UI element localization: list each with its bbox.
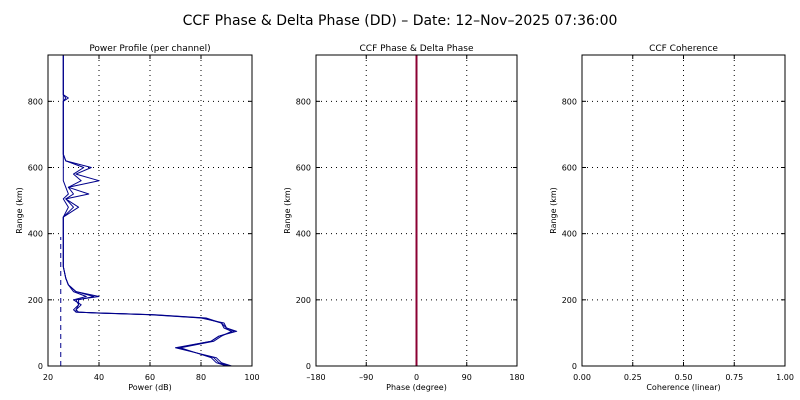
panel-title: CCF Coherence [649, 44, 718, 54]
chart-panel-3: CCF Coherence 0.00 0.25 0.50 0.75 1.00 0 200 400… [549, 44, 794, 392]
panels: Power Profile (per channel) 20 40 60 80 100 0 2… [15, 44, 794, 392]
x-tick-label: –90 [359, 373, 373, 382]
x-tick-label: 0.75 [725, 373, 743, 382]
y-tick-label: 200 [562, 296, 577, 305]
y-tick-label: 400 [562, 230, 577, 239]
y-tick-label: 800 [296, 97, 311, 106]
x-tick-label: 0.50 [675, 373, 693, 382]
x-tick-label: –180 [306, 373, 325, 382]
y-tick-label: 400 [28, 230, 43, 239]
x-axis-label: Power (dB) [128, 383, 172, 392]
x-tick-label: 180 [509, 373, 524, 382]
y-tick-label: 0 [572, 362, 577, 371]
plot-frame [581, 54, 786, 367]
y-tick-label: 0 [306, 362, 311, 371]
x-tick-label: 80 [196, 373, 206, 382]
chart-panel-2: CCF Phase & Delta Phase –180 –90 0 90 180 0 200… [283, 44, 525, 392]
y-axis-label: Range (km) [283, 187, 292, 234]
y-tick-label: 600 [28, 163, 43, 172]
y-tick-label: 200 [296, 296, 311, 305]
panel-title: Power Profile (per channel) [89, 44, 210, 54]
y-tick-label: 200 [28, 296, 43, 305]
y-axis-label: Range (km) [15, 187, 24, 234]
y-axis-label: Range (km) [549, 187, 558, 234]
figure-title: CCF Phase & Delta Phase (DD) – Date: 12–… [183, 13, 618, 29]
x-tick-label: 90 [462, 373, 472, 382]
panel-title: CCF Phase & Delta Phase [360, 44, 474, 54]
y-tick-label: 600 [562, 163, 577, 172]
x-tick-label: 60 [145, 373, 155, 382]
plot-frame [47, 54, 253, 367]
x-tick-label: 40 [94, 373, 104, 382]
x-axis-label: Phase (degree) [386, 383, 447, 392]
y-tick-label: 0 [38, 362, 43, 371]
x-tick-label: 0 [414, 373, 419, 382]
x-tick-label: 0.00 [573, 373, 591, 382]
x-tick-label: 1.00 [776, 373, 794, 382]
x-tick-label: 100 [244, 373, 259, 382]
x-tick-label: 20 [43, 373, 53, 382]
chart-panel-1: Power Profile (per channel) 20 40 60 80 100 0 2… [15, 44, 260, 392]
plot-frame [315, 54, 518, 367]
x-axis-label: Coherence (linear) [646, 383, 720, 392]
y-tick-label: 800 [28, 97, 43, 106]
y-tick-label: 800 [562, 97, 577, 106]
y-tick-label: 400 [296, 230, 311, 239]
y-tick-label: 600 [296, 163, 311, 172]
series-line-3 [62, 55, 235, 367]
x-tick-label: 0.25 [624, 373, 642, 382]
